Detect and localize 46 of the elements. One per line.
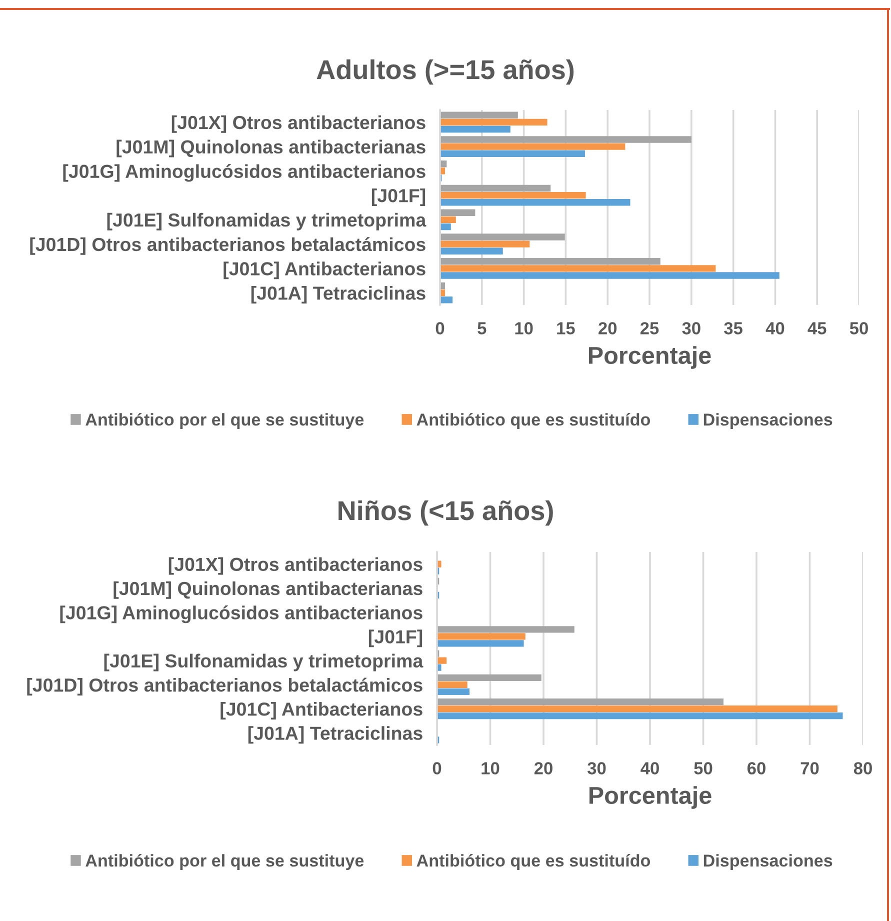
y-tick-label: [J01M] Quinolonas antibacterianas [116,140,426,158]
x-tick-label: 50 [850,322,868,334]
x-tick-label: 25 [640,322,659,334]
y-tick-label: [J01F] [372,188,426,206]
x-tick-label: 35 [724,322,742,334]
x-tick-label: 5 [478,322,486,334]
legend-label: Antibiótico por el que se sustituye [86,854,364,870]
x-tick-label: 20 [534,762,552,774]
y-tick-label: [J01A] Tetraciclinas [248,726,422,744]
y-tick-label: [J01A] Tetraciclinas [251,286,426,304]
legend-label: Antibiótico que es sustituído [416,412,650,430]
y-tick-label: [J01M] Quinolonas antibacterianas [114,581,422,599]
chart-title: Niños (<15 años) [338,500,553,526]
legend-label: Antibiótico por el que se sustituye [86,412,364,430]
x-tick-label: 0 [432,762,442,774]
x-tick-label: 30 [682,322,700,334]
legend-label: Antibiótico que es sustituído [416,854,650,870]
x-tick-label: 20 [598,322,617,334]
y-tick-label: [J01X] Otros antibacterianos [168,557,422,575]
y-tick-label: [J01F] [368,630,422,648]
y-tick-label: [J01D] Otros antibacterianos betalactámicos [30,237,426,255]
x-axis-title: Porcentaje [589,786,712,809]
y-tick-label: [J01E] Sulfonamidas y trimetoprima [104,654,424,672]
x-tick-label: 30 [587,762,606,774]
x-tick-label: 70 [800,762,819,774]
x-tick-label: 0 [436,322,444,334]
x-axis-title: Porcentaje [588,346,711,369]
y-tick-label: [J01X] Otros antibacterianos [172,115,426,133]
x-tick-label: 10 [515,322,533,334]
chart-title: Adultos (>=15 años) [316,59,574,85]
y-tick-label: [J01G] Aminoglucósidos antibacterianos [63,164,426,182]
y-tick-label: [J01E] Sulfonamidas y trimetoprima [107,212,426,230]
y-tick-label: [J01C] Antibacterianos [224,262,426,280]
x-tick-label: 45 [808,322,826,334]
x-tick-label: 15 [557,322,575,334]
x-tick-label: 10 [482,762,500,774]
y-tick-label: [J01G] Aminoglucósidos antibacterianos [60,605,422,624]
y-tick-label: [J01D] Otros antibacterianos betalactámicos [27,678,422,696]
x-tick-label: 50 [694,762,712,774]
legend-label: Dispensaciones [704,413,832,430]
y-tick-label: [J01C] Antibacterianos [220,702,422,720]
x-tick-label: 40 [640,762,659,774]
x-tick-label: 60 [747,762,766,774]
x-tick-label: 40 [766,322,784,334]
x-tick-label: 80 [854,762,872,774]
legend-label: Dispensaciones [704,854,832,870]
